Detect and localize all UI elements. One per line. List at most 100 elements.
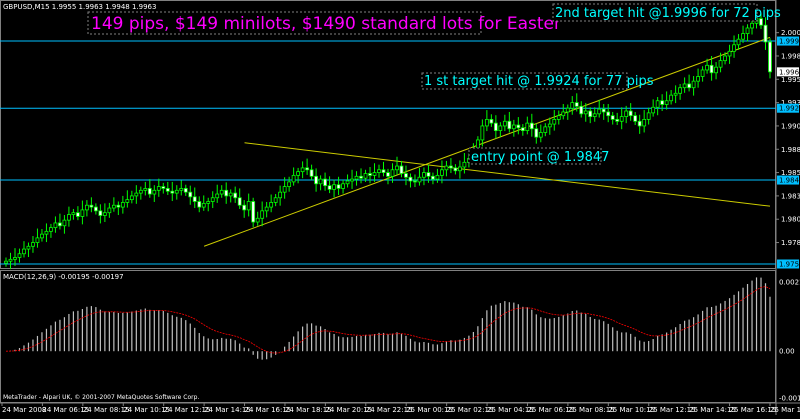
target2-annotation[interactable]: 2nd target hit @1.9996 for 72 pips bbox=[555, 6, 781, 21]
candle-body bbox=[462, 161, 467, 168]
candle-body bbox=[206, 201, 211, 204]
candle-body bbox=[314, 175, 318, 185]
candle-body bbox=[426, 172, 431, 177]
candle-body bbox=[287, 181, 292, 187]
candle-body bbox=[390, 169, 395, 177]
candle-body bbox=[138, 189, 143, 194]
candle-body bbox=[377, 169, 381, 173]
candle-body bbox=[219, 189, 224, 195]
candle-body bbox=[552, 119, 557, 125]
candle-body bbox=[624, 110, 629, 118]
candle-body bbox=[682, 83, 687, 89]
candle-body bbox=[143, 188, 148, 191]
price-level-label: 1.9963 bbox=[779, 68, 800, 76]
candle-body bbox=[628, 110, 633, 117]
candle-body bbox=[17, 253, 22, 258]
candle-body bbox=[62, 219, 67, 227]
candle-body bbox=[570, 102, 575, 109]
candle-body bbox=[592, 113, 597, 118]
candle-body bbox=[705, 64, 709, 71]
candle-body bbox=[300, 167, 305, 173]
candle-body bbox=[646, 112, 651, 120]
candle-body bbox=[273, 197, 278, 203]
candle-body bbox=[642, 119, 647, 127]
candle-body bbox=[520, 127, 525, 132]
price-tick-label: 1.9980 bbox=[781, 52, 800, 60]
candle-body bbox=[296, 171, 301, 176]
candle-body bbox=[327, 185, 332, 190]
candle-body bbox=[111, 204, 116, 209]
candle-body bbox=[597, 108, 602, 115]
candle-body bbox=[215, 193, 220, 199]
trendline[interactable] bbox=[203, 36, 771, 247]
candle-body bbox=[107, 207, 112, 214]
macd-label: MACD(12,26,9) -0.00195 -0.00197 bbox=[3, 273, 124, 281]
candle-body bbox=[458, 166, 462, 172]
candle-body bbox=[71, 212, 76, 215]
candle-body bbox=[489, 119, 494, 124]
price-tick-label: 1.9780 bbox=[781, 239, 800, 247]
candle-body bbox=[714, 66, 718, 74]
target1-box bbox=[421, 72, 628, 90]
candle-body bbox=[732, 44, 736, 52]
price-axis-boxes: 1.9996 1.9963 1.9924 1.9847 1.9757 bbox=[777, 36, 800, 269]
candle-body bbox=[691, 80, 696, 89]
candle-body bbox=[444, 165, 449, 171]
candle-body bbox=[116, 204, 121, 208]
macd-axis: 0.00213 0.00 -0.00144 bbox=[779, 279, 800, 403]
candle-body bbox=[183, 188, 188, 193]
candle-body bbox=[192, 196, 197, 202]
candle-body bbox=[224, 189, 229, 197]
candle-body bbox=[579, 105, 584, 115]
candle-body bbox=[565, 107, 570, 113]
price-level-box bbox=[777, 103, 799, 113]
candle-body bbox=[129, 195, 134, 201]
candle-body bbox=[345, 180, 350, 185]
candle-body bbox=[165, 188, 170, 192]
candle-body bbox=[201, 202, 206, 208]
time-tick-label: 25 Mar 06:15 bbox=[527, 406, 574, 414]
entry-annotation[interactable]: entry point @ 1.9847 bbox=[471, 150, 609, 165]
candle-body bbox=[179, 188, 184, 191]
time-tick-label: 25 Mar 14:15 bbox=[689, 406, 736, 414]
macd-histogram bbox=[9, 277, 771, 360]
time-tick-label: 24 Mar 22:15 bbox=[366, 406, 413, 414]
headline-annotation[interactable]: 149 pips, $149 minilots, $1490 standard … bbox=[91, 14, 561, 34]
candle-body bbox=[53, 222, 58, 229]
candle-body bbox=[606, 111, 611, 117]
candle-body bbox=[255, 217, 260, 223]
time-tick-label: 25 Mar 18:15 bbox=[770, 406, 800, 414]
candle-body bbox=[31, 242, 35, 247]
candle-body bbox=[8, 258, 13, 262]
candle-body bbox=[395, 165, 399, 171]
candle-body bbox=[768, 41, 772, 73]
price-tick-label: 1.9955 bbox=[781, 76, 800, 84]
candle-body bbox=[745, 27, 750, 34]
candle-body bbox=[502, 120, 507, 127]
time-tick-label: 25 Mar 00:15 bbox=[406, 406, 453, 414]
headline-box bbox=[87, 11, 482, 35]
time-tick-label: 24 Mar 18:15 bbox=[285, 406, 332, 414]
candle-body bbox=[260, 210, 265, 219]
macd-signal-line bbox=[5, 286, 771, 354]
time-tick-label: 25 Mar 16:15 bbox=[730, 406, 777, 414]
candle-body bbox=[147, 188, 152, 195]
candle-body bbox=[718, 60, 723, 68]
candle-body bbox=[588, 110, 593, 118]
candle-body bbox=[413, 180, 417, 183]
macd-tick-label: 0.00 bbox=[779, 348, 795, 356]
candle-body bbox=[637, 120, 642, 127]
candle-body bbox=[363, 173, 368, 179]
trendline[interactable] bbox=[244, 142, 771, 207]
candle-body bbox=[336, 184, 341, 189]
price-level-label: 1.9757 bbox=[779, 261, 800, 269]
time-tick-label: 25 Mar 08:15 bbox=[568, 406, 615, 414]
candle-body bbox=[368, 173, 372, 176]
price-tick-label: 1.9930 bbox=[781, 99, 800, 107]
candle-body bbox=[687, 83, 692, 89]
target1-annotation[interactable]: 1 st target hit @ 1.9924 for 77 pips bbox=[424, 74, 654, 89]
candle-body bbox=[359, 175, 363, 179]
